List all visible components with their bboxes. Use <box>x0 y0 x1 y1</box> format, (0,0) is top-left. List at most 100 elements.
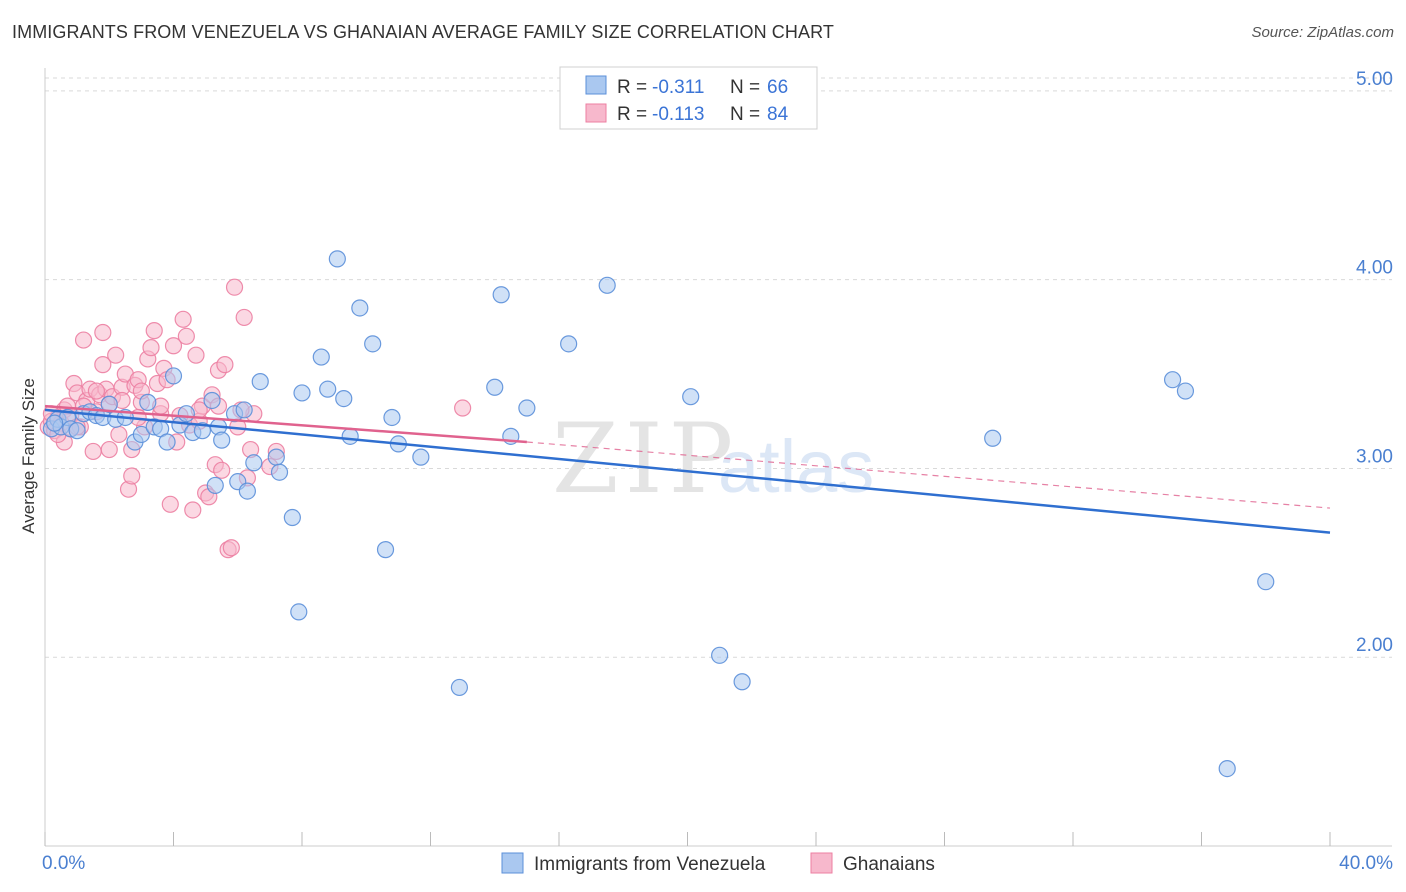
venezuela-point <box>450 678 469 697</box>
watermark-atlas: atlas <box>718 425 874 508</box>
venezuela-point <box>100 395 118 413</box>
legend-r-value-1: -0.311 <box>652 77 704 98</box>
venezuela-point <box>711 646 729 664</box>
axes <box>44 68 1392 847</box>
legend-r-label-1: R = <box>617 77 647 98</box>
venezuela-point <box>341 427 359 445</box>
tick-labels: 2.00 3.00 4.00 5.00 0.0% 40.0% <box>42 69 1393 874</box>
ghanaians-point <box>107 346 125 364</box>
venezuela-point <box>206 476 224 495</box>
venezuela-point <box>293 384 311 402</box>
venezuela-point <box>328 250 346 268</box>
bottom-legend-swatch-venezuela <box>501 852 524 874</box>
ghanaians-point <box>225 278 244 296</box>
ghanaians-point <box>94 323 112 342</box>
venezuela-point <box>235 401 253 419</box>
venezuela-point <box>193 422 212 440</box>
venezuela-point <box>68 422 86 440</box>
venezuela-point <box>335 389 353 408</box>
ghanaians-point <box>235 308 253 327</box>
gridlines <box>45 77 1392 658</box>
y-axis-label: Average Family Size <box>19 378 38 534</box>
venezuela-point <box>177 405 195 423</box>
ghanaians-point <box>222 539 240 557</box>
venezuela-point <box>158 433 176 451</box>
venezuela-point <box>560 335 578 353</box>
legend-n-value-1: 66 <box>767 77 788 98</box>
watermark-zip: ZIP <box>552 403 739 515</box>
trendlines <box>44 404 1331 534</box>
source-credit: Source: ZipAtlas.com <box>1251 24 1394 41</box>
y-tick-label: 2.00 <box>1356 635 1393 656</box>
venezuela-point <box>383 408 401 427</box>
venezuela-point <box>486 378 504 396</box>
venezuela-point <box>1163 371 1182 389</box>
legend-swatch-ghanaians <box>585 103 607 123</box>
ghanaians-point <box>87 382 106 400</box>
ghanaians-point <box>216 356 234 374</box>
venezuela-point <box>319 380 337 398</box>
ghanaians-point <box>94 356 112 374</box>
venezuela-point <box>290 603 308 621</box>
venezuela-points <box>42 250 1275 778</box>
legend-n-value-2: 84 <box>767 104 789 125</box>
chart-title: IMMIGRANTS FROM VENEZUELA VS GHANAIAN AV… <box>12 22 834 42</box>
y-tick-label: 4.00 <box>1356 258 1393 279</box>
venezuela-point <box>270 463 289 481</box>
ghanaians-point <box>174 310 192 328</box>
ghanaians-point <box>74 331 93 349</box>
venezuela-point <box>46 414 64 432</box>
ghanaians-point <box>123 467 141 485</box>
ghanaians-point <box>454 399 472 417</box>
venezuela-point <box>518 399 536 417</box>
legend-r-label-2: R = <box>617 104 647 125</box>
venezuela-point <box>213 431 231 449</box>
ghanaians-point <box>142 339 160 357</box>
x-tick-label: 40.0% <box>1339 853 1393 874</box>
x-tick-label: 0.0% <box>42 853 85 874</box>
y-tick-label: 3.00 <box>1356 446 1393 467</box>
venezuela-point <box>203 391 221 410</box>
venezuela-trendline <box>44 408 1331 534</box>
venezuela-point <box>733 673 751 691</box>
legend-swatch-venezuela <box>585 75 607 95</box>
ghanaians-point <box>100 440 118 459</box>
bottom-legend-ghanaians: Ghanaians <box>843 854 935 875</box>
legend-n-label-2: N = <box>730 104 760 125</box>
ghanaians-point <box>184 501 202 519</box>
bottom-legend: Immigrants from Venezuela Ghanaians <box>501 852 935 875</box>
ghanaians-point <box>164 337 183 355</box>
venezuela-point <box>984 429 1002 447</box>
ghanaians-trendline <box>44 404 527 444</box>
venezuela-point <box>351 299 369 317</box>
ghanaians-point <box>213 461 231 479</box>
venezuela-point <box>364 335 382 353</box>
venezuela-point <box>1176 382 1195 400</box>
ghanaians-point <box>145 322 163 340</box>
y-tick-label: 5.00 <box>1356 69 1393 90</box>
ghanaians-point <box>110 425 128 444</box>
venezuela-point <box>1257 573 1275 591</box>
venezuela-point <box>312 348 330 366</box>
bottom-legend-swatch-ghanaians <box>810 852 833 874</box>
venezuela-point <box>251 373 269 391</box>
ghanaians-point <box>187 346 205 364</box>
venezuela-point <box>267 448 285 466</box>
watermark: ZIP atlas <box>552 403 874 515</box>
venezuela-point <box>238 482 256 500</box>
ghanaians-trendline-extension <box>526 441 1331 509</box>
venezuela-point <box>164 367 183 385</box>
venezuela-point <box>139 393 157 411</box>
venezuela-point <box>376 541 395 559</box>
ghanaians-point <box>177 327 195 345</box>
bottom-legend-venezuela: Immigrants from Venezuela <box>534 854 766 875</box>
venezuela-point <box>598 276 616 294</box>
venezuela-point <box>682 388 700 406</box>
venezuela-point <box>132 425 150 444</box>
venezuela-point <box>1218 759 1236 778</box>
venezuela-point <box>492 286 510 304</box>
ghanaians-point <box>161 495 179 513</box>
venezuela-point <box>283 508 301 527</box>
venezuela-point <box>412 448 430 466</box>
